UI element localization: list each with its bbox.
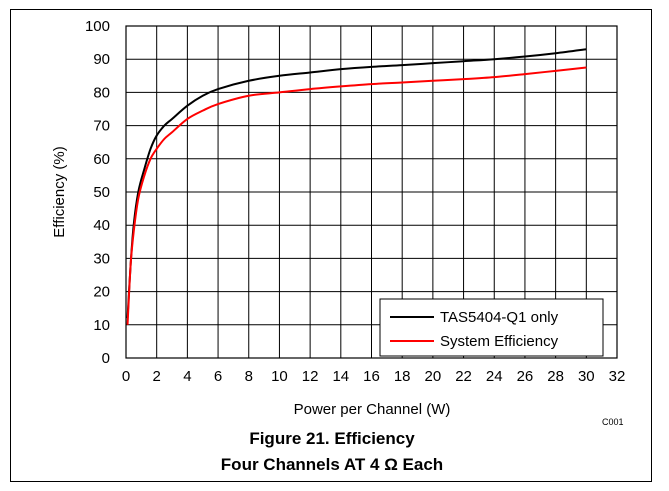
chart-note: C001: [602, 417, 624, 427]
y-tick-label: 80: [93, 84, 110, 101]
x-tick-label: 22: [455, 368, 472, 385]
y-tick-label: 90: [93, 51, 110, 68]
y-tick-label: 70: [93, 118, 110, 135]
x-tick-label: 0: [122, 368, 130, 385]
x-tick-label: 28: [547, 368, 564, 385]
x-axis-label: Power per Channel (W): [294, 401, 451, 418]
x-tick-label: 4: [183, 368, 191, 385]
x-tick-label: 20: [425, 368, 442, 385]
legend-label-system-efficiency: System Efficiency: [440, 333, 559, 350]
x-tick-label: 26: [517, 368, 534, 385]
y-tick-label: 10: [93, 317, 110, 334]
y-tick-label: 20: [93, 284, 110, 301]
y-tick-labels: 0 10 20 30 40 50 60 70 80 90 100: [85, 18, 110, 367]
legend-box: [379, 298, 604, 357]
series-line-tas5404-q1-only: [126, 48, 587, 319]
plot-border: [125, 25, 618, 359]
x-tick-label: 16: [363, 368, 380, 385]
x-tick-label: 2: [153, 368, 161, 385]
x-tick-label: 18: [394, 368, 411, 385]
x-tick-label: 6: [214, 368, 222, 385]
y-tick-label: 0: [102, 350, 110, 367]
legend: TAS5404-Q1 only System Efficiency: [379, 298, 604, 357]
x-tick-label: 10: [271, 368, 288, 385]
x-tick-label: 24: [486, 368, 503, 385]
x-tick-label: 32: [609, 368, 626, 385]
x-tick-label: 8: [245, 368, 253, 385]
y-tick-label: 100: [85, 18, 110, 35]
y-tick-label: 50: [93, 184, 110, 201]
series-line-system-efficiency: [126, 66, 587, 325]
figure-frame: [10, 9, 652, 482]
y-tick-label: 30: [93, 250, 110, 267]
x-tick-labels: 0 2 4 6 8 10 12 14 16 18 20 22 24 26 28 30 32: [122, 368, 626, 385]
y-tick-label: 40: [93, 217, 110, 234]
series-lines: [126, 48, 587, 325]
x-tick-label: 30: [578, 368, 595, 385]
figure-caption-line2: Four Channels AT 4 Ω Each: [221, 455, 443, 474]
figure-caption-line1: Figure 21. Efficiency: [249, 429, 415, 448]
x-tick-label: 12: [302, 368, 319, 385]
y-axis-label: Efficiency (%): [51, 146, 68, 237]
x-tick-label: 14: [332, 368, 349, 385]
y-tick-label: 60: [93, 151, 110, 168]
legend-label-tas5404: TAS5404-Q1 only: [440, 309, 559, 326]
